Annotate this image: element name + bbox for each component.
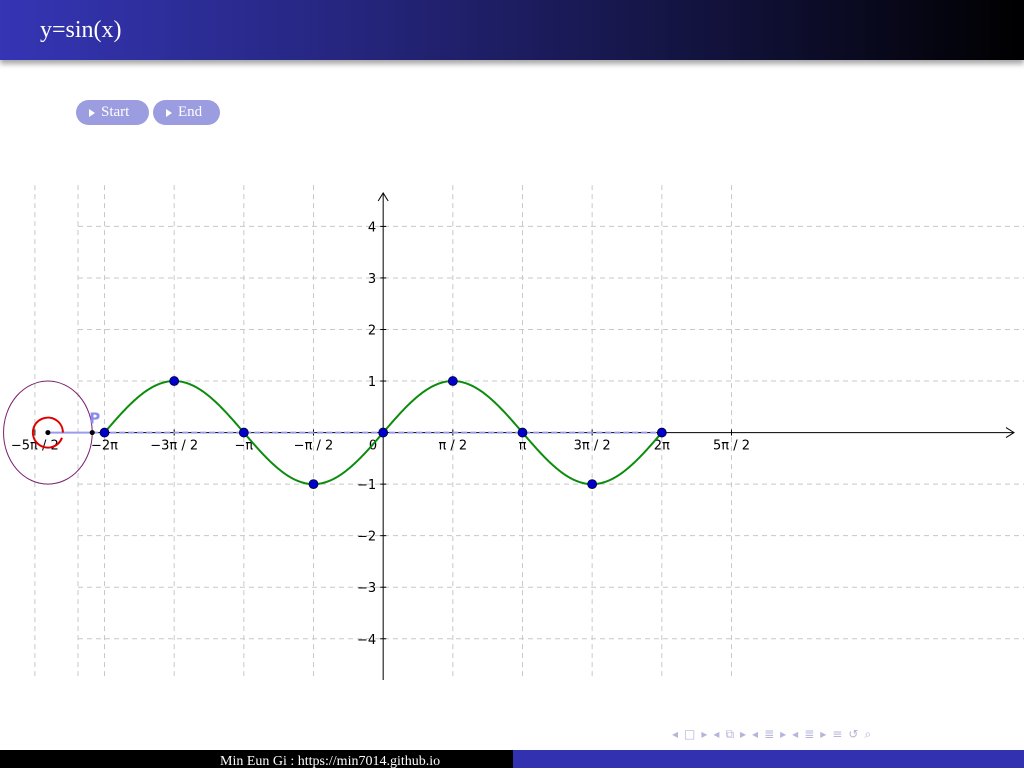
key-point [656, 427, 667, 438]
right-arrow-icon[interactable]: ▸ [820, 727, 827, 741]
footer-bar [513, 750, 1024, 768]
beamer-navigation: ◂ □ ▸ ◂ ⧉ ▸ ◂ ≣ ▸ ◂ ≣ ▸ ≡ ↺ ⌕ [672, 727, 871, 741]
frame-icon[interactable]: □ [684, 727, 696, 741]
right-arrow-icon[interactable]: ▸ [701, 727, 708, 741]
page-title: y=sin(x) [40, 17, 122, 43]
right-arrow-icon[interactable]: ▸ [740, 727, 747, 741]
left-arrow-icon[interactable]: ◂ [752, 727, 759, 741]
x-axis-arrow [1005, 427, 1015, 439]
x-tick-label: −π [234, 439, 253, 454]
end-button-label: End [178, 104, 203, 120]
right-arrow-icon[interactable]: ▸ [780, 727, 787, 741]
play-icon [166, 108, 172, 117]
y-tick-label: −4 [357, 633, 376, 648]
origin-label: 0 [369, 439, 377, 454]
x-tick-label: −2π [91, 439, 118, 454]
x-tick-label: −π / 2 [294, 439, 334, 454]
angle-arc [31, 416, 64, 449]
left-arrow-icon[interactable]: ◂ [672, 727, 679, 741]
undo-icon[interactable]: ↺ [848, 727, 859, 741]
section-icon[interactable]: ≣ [764, 727, 775, 741]
x-tick-label: −3π / 2 [150, 439, 198, 454]
key-point [517, 427, 528, 438]
y-tick-label: 4 [368, 220, 376, 235]
menu-icon[interactable]: ≡ [832, 727, 843, 741]
y-axis-arrow [377, 192, 389, 202]
play-icon [89, 108, 95, 117]
subsection-icon[interactable]: ⧉ [725, 727, 735, 741]
x-tick-label: −5π / 2 [11, 439, 59, 454]
left-arrow-icon[interactable]: ◂ [713, 727, 720, 741]
point-p-label: P [89, 410, 100, 428]
start-button[interactable]: Start [76, 100, 149, 125]
left-arrow-icon[interactable]: ◂ [792, 727, 799, 741]
title-bar: y=sin(x) [0, 0, 1024, 60]
circle-center-point [45, 430, 51, 436]
y-tick-label: 1 [368, 375, 376, 390]
point-p [89, 430, 95, 436]
slide-icon[interactable]: ≣ [804, 727, 815, 741]
y-tick-label: −2 [357, 530, 376, 545]
y-tick-label: −3 [357, 581, 376, 596]
start-button-label: Start [101, 104, 130, 120]
y-tick-label: 2 [368, 323, 376, 338]
key-point [378, 427, 389, 438]
key-point [169, 376, 180, 386]
key-point [238, 427, 249, 438]
sine-graph[interactable]: −5π / 2 −2π −3π / 2 −π −π / 2 π / 2 π 3π / 2 2π 5… [0, 180, 1024, 680]
y-tick-label: −1 [357, 478, 376, 493]
x-tick-label: 2π [654, 439, 670, 454]
y-tick-label: 3 [368, 272, 376, 287]
footer-author-text: Min Eun Gi : https://min7014.github.io [220, 754, 441, 769]
x-tick-label: π [519, 439, 527, 454]
x-tick-label: 3π / 2 [574, 439, 611, 454]
key-point [447, 376, 458, 386]
key-point [587, 479, 598, 490]
key-point [308, 479, 319, 490]
x-tick-label: π / 2 [438, 439, 467, 454]
key-point [99, 427, 110, 438]
footer-author: Min Eun Gi : https://min7014.github.io [0, 750, 513, 769]
end-button[interactable]: End [153, 100, 220, 125]
search-icon[interactable]: ⌕ [864, 727, 872, 741]
x-tick-label: 5π / 2 [713, 439, 750, 454]
